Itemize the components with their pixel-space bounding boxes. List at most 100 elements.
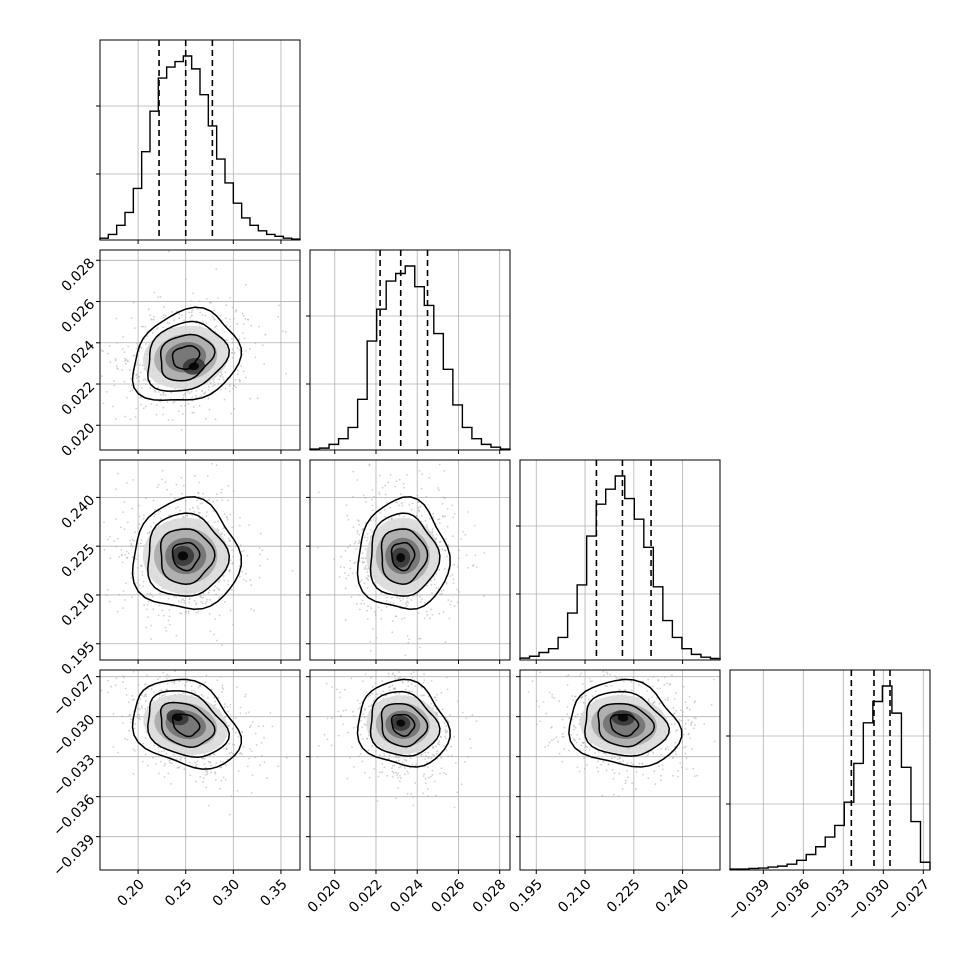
scatter-point <box>153 316 155 318</box>
scatter-point <box>432 512 435 515</box>
scatter-point <box>358 523 360 526</box>
scatter-point <box>202 592 205 595</box>
scatter-point <box>263 363 265 365</box>
scatter-point <box>164 394 167 396</box>
scatter-point <box>236 790 239 792</box>
scatter-point <box>400 493 402 496</box>
scatter-point <box>585 694 588 697</box>
scatter-point <box>657 679 660 682</box>
scatter-point <box>647 698 650 701</box>
scatter-point <box>432 747 435 749</box>
scatter-point <box>409 757 412 760</box>
scatter-point <box>183 768 186 771</box>
scatter-point <box>460 538 462 540</box>
scatter-point <box>447 599 450 601</box>
scatter-point <box>551 693 553 696</box>
scatter-point <box>588 749 591 751</box>
scatter-point <box>642 773 644 776</box>
scatter-point <box>206 298 208 300</box>
scatter-point <box>361 760 364 763</box>
scatter-point <box>433 578 436 581</box>
scatter-point <box>179 612 181 615</box>
panel-frame <box>99 669 301 871</box>
scatter-point <box>672 706 675 709</box>
contour-level-2 <box>159 333 216 382</box>
scatter-point <box>357 707 360 710</box>
scatter-point <box>245 283 247 286</box>
scatter-point <box>685 757 688 760</box>
scatter-point <box>430 583 433 586</box>
scatter-point <box>115 488 117 491</box>
scatter-point <box>204 773 207 776</box>
scatter-point <box>137 707 140 710</box>
scatter-point <box>416 494 419 497</box>
scatter-point <box>358 594 360 596</box>
scatter-point <box>684 745 687 748</box>
scatter-point <box>259 532 262 535</box>
scatter-point <box>114 418 117 420</box>
scatter-point <box>397 772 400 775</box>
scatter-point <box>269 712 272 714</box>
scatter-point <box>452 582 455 585</box>
scatter-point <box>430 680 433 682</box>
scatter-point <box>381 771 384 774</box>
scatter-point <box>134 723 137 725</box>
scatter-point <box>162 406 165 409</box>
scatter-point <box>690 724 692 726</box>
scatter-point <box>106 352 109 355</box>
scatter-point <box>229 318 232 321</box>
scatter-point <box>363 561 366 564</box>
scatter-point <box>174 670 177 673</box>
scatter-point <box>195 780 197 783</box>
density-cell <box>177 551 189 561</box>
scatter-point <box>423 679 426 682</box>
scatter-point <box>115 518 118 520</box>
scatter-point <box>531 680 534 682</box>
scatter-point <box>586 764 589 766</box>
scatter-point <box>383 766 386 769</box>
scatter-point <box>681 766 683 769</box>
scatter-point <box>606 685 608 687</box>
scatter-point <box>422 775 425 777</box>
scatter-point <box>244 317 247 320</box>
scatter-point <box>402 483 405 485</box>
scatter-point <box>438 612 441 615</box>
scatter-point <box>165 752 168 755</box>
scatter-point <box>453 512 456 515</box>
scatter-point <box>197 610 200 613</box>
scatter-point <box>126 556 129 559</box>
scatter-point <box>138 504 140 507</box>
scatter-point <box>220 388 223 391</box>
scatter-point <box>411 763 414 766</box>
scatter-point <box>140 387 143 389</box>
scatter-point <box>363 582 366 585</box>
scatter-point <box>573 724 575 727</box>
scatter-point <box>159 393 162 396</box>
scatter-point <box>602 674 605 677</box>
scatter-point <box>350 596 353 598</box>
scatter-point <box>551 696 554 699</box>
scatter-point <box>135 373 138 376</box>
scatter-point <box>339 696 341 699</box>
scatter-point <box>682 733 685 736</box>
scatter-point <box>397 757 400 759</box>
scatter-point <box>182 484 185 487</box>
contour-level-2 <box>159 701 216 748</box>
scatter-point <box>251 774 254 777</box>
scatter-point <box>579 675 581 677</box>
scatter-point <box>422 694 424 697</box>
scatter-point <box>619 689 622 692</box>
scatter-point <box>398 780 401 783</box>
scatter-point <box>238 524 241 527</box>
scatter-point <box>138 584 141 587</box>
scatter-point <box>223 601 226 603</box>
scatter-point <box>221 691 224 693</box>
scatter-point <box>107 538 109 541</box>
scatter-point <box>374 682 377 684</box>
scatter-point <box>258 576 261 579</box>
scatter-point <box>395 755 398 758</box>
scatter-point <box>575 741 578 744</box>
scatter-point <box>209 630 212 633</box>
scatter-point <box>555 736 558 738</box>
scatter-point <box>248 524 251 526</box>
